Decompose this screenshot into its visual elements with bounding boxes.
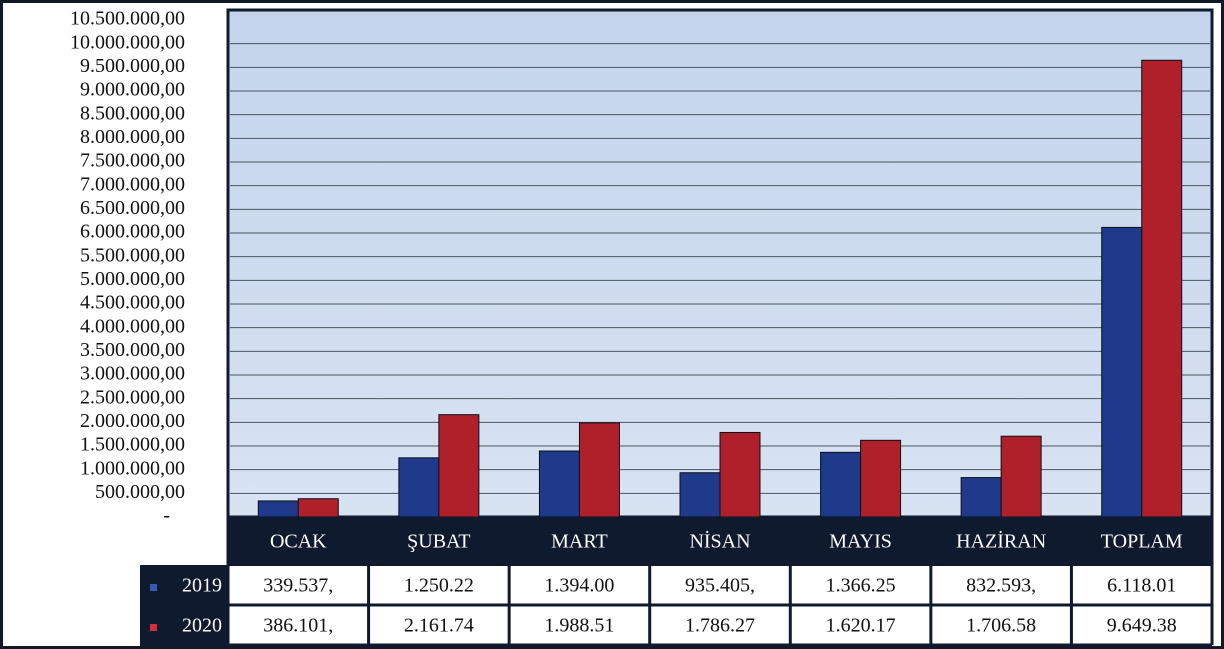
bar: [398, 457, 440, 518]
data-label: 1.394.00: [544, 575, 614, 597]
bar: [1000, 435, 1042, 518]
bar: [820, 451, 862, 518]
x-tick-label: OCAK: [270, 531, 327, 553]
legend-label: 2019: [182, 575, 222, 597]
data-label: 935.405,: [685, 575, 755, 597]
data-label: 2.161.74: [404, 615, 474, 637]
data-label: 1.786.27: [685, 615, 755, 637]
y-tick-label: 3.500.000,00: [80, 339, 185, 361]
table-header-bg: [228, 517, 1212, 565]
y-tick-label: 9.000.000,00: [80, 79, 185, 101]
bar: [960, 477, 1002, 518]
y-tick-label: 6.500.000,00: [80, 197, 185, 219]
data-label: 339.537,: [263, 575, 333, 597]
y-tick-label: 1.000.000,00: [80, 457, 185, 479]
data-label: 1.250.22: [404, 575, 474, 597]
y-tick-label: 10.500.000,00: [70, 8, 185, 30]
data-label: 6.118.01: [1107, 575, 1176, 597]
y-tick-label: 500.000,00: [95, 481, 185, 503]
bar: [538, 450, 580, 518]
y-tick-label: 3.000.000,00: [80, 363, 185, 385]
bar: [719, 431, 761, 518]
y-tick-label: 4.500.000,00: [80, 292, 185, 314]
y-tick-label: 5.500.000,00: [80, 244, 185, 266]
legend-label: 2020: [182, 615, 222, 637]
bar: [438, 414, 480, 518]
y-tick-label: 10.000.000,00: [70, 31, 185, 53]
y-tick-label: 1.500.000,00: [80, 434, 185, 456]
data-label: 832.593,: [966, 575, 1036, 597]
data-label: 1.988.51: [544, 615, 614, 637]
data-label: 1.620.17: [826, 615, 896, 637]
y-tick-label: 4.000.000,00: [80, 315, 185, 337]
data-label: 386.101,: [263, 615, 333, 637]
data-label: 9.649.38: [1107, 615, 1177, 637]
legend-swatch: [150, 584, 157, 591]
y-tick-label: 5.000.000,00: [80, 268, 185, 290]
y-tick-label: -: [163, 505, 170, 527]
x-tick-label: MAYIS: [829, 531, 892, 553]
x-tick-label: ŞUBAT: [407, 531, 470, 553]
bar: [1141, 59, 1183, 518]
y-tick-label: 8.000.000,00: [80, 126, 185, 148]
y-tick-label: 2.500.000,00: [80, 386, 185, 408]
legend-swatch: [150, 624, 157, 631]
bar: [860, 439, 902, 518]
data-label: 1.366.25: [826, 575, 896, 597]
y-tick-label: 7.000.000,00: [80, 173, 185, 195]
bar: [257, 500, 299, 518]
x-tick-label: TOPLAM: [1101, 531, 1183, 553]
bar: [1101, 226, 1143, 518]
y-tick-label: 2.000.000,00: [80, 410, 185, 432]
bar: [578, 422, 620, 518]
y-tick-label: 9.500.000,00: [80, 55, 185, 77]
y-tick-label: 7.500.000,00: [80, 150, 185, 172]
y-tick-label: 6.000.000,00: [80, 221, 185, 243]
x-tick-label: MART: [551, 531, 608, 553]
x-tick-label: NİSAN: [689, 530, 750, 553]
bar: [297, 498, 339, 518]
y-tick-label: 8.500.000,00: [80, 102, 185, 124]
bar: [679, 472, 721, 518]
data-label: 1.706.58: [966, 615, 1036, 637]
x-tick-label: HAZİRAN: [956, 530, 1046, 553]
